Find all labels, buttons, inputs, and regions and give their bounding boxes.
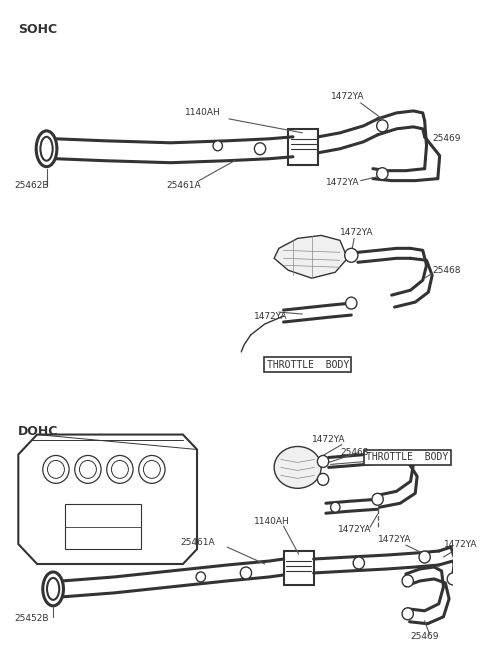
- Text: 25462B: 25462B: [14, 181, 49, 190]
- Text: 25452B: 25452B: [14, 614, 49, 623]
- Text: THROTTLE  BODY: THROTTLE BODY: [366, 453, 449, 463]
- Circle shape: [139, 455, 165, 484]
- Circle shape: [353, 557, 364, 569]
- Bar: [288, 129, 318, 165]
- Text: 25461A: 25461A: [180, 537, 215, 547]
- Text: 1140AH: 1140AH: [185, 108, 220, 118]
- Text: 1472YA: 1472YA: [253, 311, 287, 321]
- Circle shape: [107, 455, 133, 484]
- Circle shape: [331, 502, 340, 512]
- Text: 1472YA: 1472YA: [378, 535, 411, 543]
- Circle shape: [144, 461, 160, 478]
- Circle shape: [447, 573, 458, 585]
- Text: 1472YA: 1472YA: [326, 178, 360, 187]
- Text: 25469: 25469: [410, 632, 439, 641]
- Text: 1472YA: 1472YA: [444, 539, 477, 549]
- Bar: [284, 551, 313, 585]
- Text: DOHC: DOHC: [18, 425, 59, 438]
- Polygon shape: [274, 235, 348, 278]
- Text: 1472YA: 1472YA: [312, 435, 345, 444]
- Circle shape: [346, 297, 357, 309]
- Circle shape: [48, 461, 64, 478]
- Circle shape: [213, 141, 222, 150]
- Circle shape: [196, 572, 205, 582]
- Ellipse shape: [274, 447, 321, 488]
- Circle shape: [111, 461, 128, 478]
- Circle shape: [402, 608, 413, 620]
- Circle shape: [80, 461, 96, 478]
- Circle shape: [419, 551, 430, 563]
- Circle shape: [317, 474, 329, 486]
- Text: 1472YA: 1472YA: [338, 525, 372, 533]
- Circle shape: [372, 493, 383, 505]
- Bar: [65, 505, 141, 549]
- Text: 25468: 25468: [340, 448, 369, 457]
- Circle shape: [345, 248, 358, 262]
- Text: SOHC: SOHC: [18, 23, 58, 35]
- Text: 1472YA: 1472YA: [340, 228, 373, 237]
- Text: 25469: 25469: [432, 134, 461, 143]
- Text: 25468: 25468: [432, 265, 461, 275]
- Circle shape: [402, 575, 413, 587]
- Circle shape: [43, 455, 69, 484]
- Circle shape: [75, 455, 101, 484]
- Circle shape: [377, 120, 388, 132]
- Text: THROTTLE  BODY: THROTTLE BODY: [266, 360, 349, 370]
- Text: 25461A: 25461A: [166, 181, 201, 190]
- Text: 1140AH: 1140AH: [253, 516, 289, 526]
- Circle shape: [240, 567, 252, 579]
- Circle shape: [377, 168, 388, 179]
- Circle shape: [254, 143, 266, 155]
- Circle shape: [317, 455, 329, 467]
- Text: 1472YA: 1472YA: [331, 93, 364, 101]
- Polygon shape: [18, 434, 197, 564]
